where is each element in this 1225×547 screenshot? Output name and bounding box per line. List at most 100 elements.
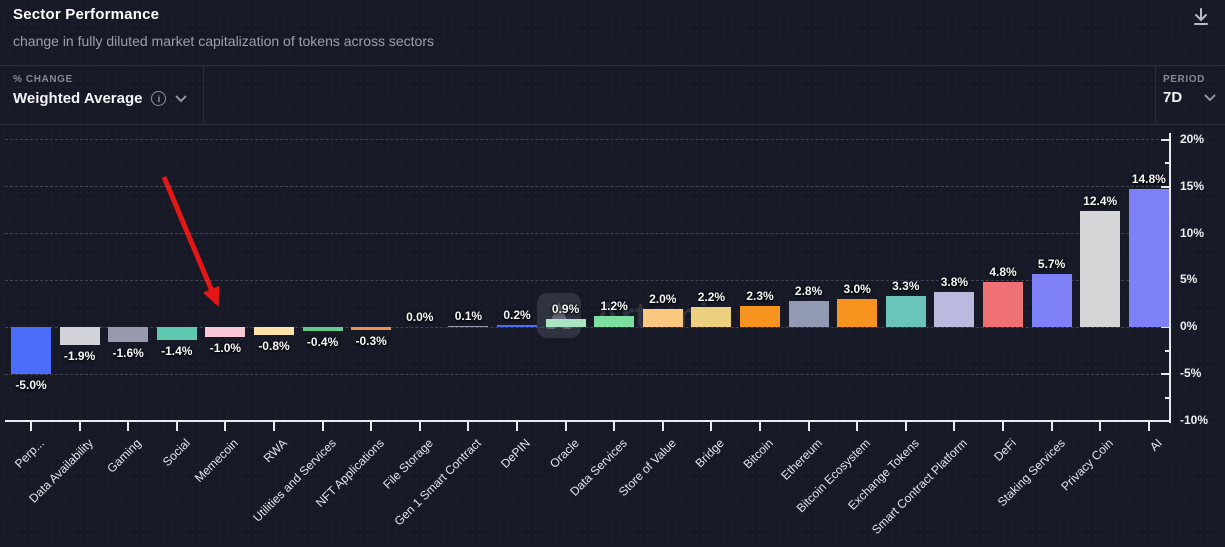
bar-value-label: 5.7% bbox=[1037, 256, 1066, 271]
x-axis-tick bbox=[904, 422, 907, 431]
bar-value-label: -1.6% bbox=[112, 346, 144, 361]
bar-bitcoin-ecosystem[interactable] bbox=[837, 299, 878, 328]
bar-nft-applications[interactable] bbox=[351, 327, 392, 331]
y-axis-tick-label: 10% bbox=[1180, 225, 1205, 240]
bar-value-label: -0.3% bbox=[355, 334, 387, 349]
x-axis-tick bbox=[175, 422, 178, 431]
chevron-down-icon bbox=[175, 95, 187, 103]
chevron-down-icon bbox=[1204, 94, 1216, 102]
bar-value-label: 0.9% bbox=[551, 301, 580, 316]
bar-value-label: 0.2% bbox=[503, 308, 531, 323]
bar-data-availability[interactable] bbox=[59, 327, 100, 346]
bar-value-label: 0.1% bbox=[454, 309, 483, 324]
divider bbox=[1155, 66, 1156, 124]
x-axis-tick bbox=[953, 422, 956, 431]
x-axis-tick bbox=[1050, 422, 1053, 431]
gridline bbox=[5, 233, 1169, 235]
x-axis-tick bbox=[1002, 422, 1004, 431]
y-axis-tick-label: 5% bbox=[1180, 272, 1198, 287]
x-axis-tick bbox=[856, 422, 859, 431]
y-axis-tick bbox=[1161, 373, 1170, 376]
gridline bbox=[5, 326, 1169, 328]
x-axis-tick bbox=[613, 422, 616, 431]
y-axis-tick bbox=[1161, 185, 1170, 188]
bar-gen-1-smart-contract[interactable] bbox=[448, 326, 489, 328]
y-axis-tick-label: 20% bbox=[1180, 131, 1205, 146]
x-axis-tick bbox=[273, 422, 275, 431]
bar-value-label: 3.0% bbox=[843, 282, 871, 297]
bar-value-label: -5.0% bbox=[15, 378, 47, 393]
x-axis-tick bbox=[1147, 422, 1150, 431]
x-axis-tick bbox=[418, 422, 421, 431]
y-axis-tick-label: -10% bbox=[1180, 412, 1209, 427]
gridline bbox=[5, 373, 1169, 375]
y-axis-line bbox=[1169, 133, 1171, 423]
bar-store-of-value[interactable] bbox=[642, 308, 683, 328]
bar-value-label: 2.0% bbox=[649, 291, 677, 306]
bar-value-label: 2.3% bbox=[746, 288, 774, 303]
y-axis-tick bbox=[1161, 138, 1170, 141]
metric-value: Weighted Average bbox=[13, 90, 143, 107]
bar-value-label: -0.4% bbox=[306, 335, 339, 350]
page-subtitle: change in fully diluted market capitaliz… bbox=[13, 33, 434, 49]
x-axis-tick bbox=[467, 422, 470, 431]
bar-rwa[interactable] bbox=[254, 327, 294, 335]
bar-smart-contract-platform[interactable] bbox=[934, 291, 975, 328]
bar-value-label: 14.8% bbox=[1131, 171, 1166, 186]
metric-selector[interactable]: % CHANGE Weighted Average i bbox=[13, 74, 187, 107]
bar-memecoin[interactable] bbox=[205, 327, 246, 337]
bar-value-label: -1.4% bbox=[161, 344, 193, 359]
bar-value-label: 12.4% bbox=[1083, 194, 1118, 209]
period-label: PERIOD bbox=[1163, 74, 1205, 85]
bar-privacy-coin[interactable] bbox=[1080, 211, 1121, 328]
bar-staking-services[interactable] bbox=[1031, 273, 1072, 328]
bar-social[interactable] bbox=[156, 327, 197, 341]
download-icon[interactable] bbox=[1189, 5, 1213, 29]
bar-ethereum[interactable] bbox=[788, 301, 829, 328]
bar-value-label: -1.9% bbox=[63, 349, 96, 364]
y-axis-minor-tick bbox=[1165, 396, 1170, 399]
page-title: Sector Performance bbox=[13, 6, 160, 23]
bar-perp[interactable] bbox=[11, 327, 51, 375]
bar-value-label: 2.2% bbox=[697, 289, 726, 304]
x-axis-tick bbox=[710, 422, 713, 431]
divider bbox=[203, 66, 204, 124]
x-axis-tick bbox=[321, 422, 324, 431]
bar-data-services[interactable] bbox=[594, 316, 635, 328]
bar-utilities-and-services[interactable] bbox=[302, 327, 343, 332]
metric-label: % CHANGE bbox=[13, 74, 73, 85]
bar-defi[interactable] bbox=[983, 282, 1023, 328]
period-selector[interactable]: PERIOD 7D bbox=[1163, 74, 1216, 106]
bar-value-label: 3.8% bbox=[940, 274, 969, 289]
bar-value-label: 4.8% bbox=[989, 265, 1017, 280]
x-axis-tick bbox=[30, 422, 32, 431]
bar-oracle[interactable] bbox=[545, 318, 586, 328]
x-axis-tick bbox=[516, 422, 518, 431]
chart-controls: % CHANGE Weighted Average i PERIOD 7D bbox=[0, 65, 1225, 125]
y-axis-tick bbox=[1161, 326, 1170, 329]
bar-value-label: -1.0% bbox=[209, 340, 242, 355]
x-axis-tick bbox=[78, 422, 81, 431]
x-axis-tick bbox=[224, 422, 227, 431]
info-icon[interactable]: i bbox=[151, 91, 167, 106]
bar-value-label: 0.0% bbox=[406, 310, 434, 325]
y-axis-minor-tick bbox=[1165, 349, 1170, 352]
bar-bridge[interactable] bbox=[691, 306, 732, 328]
bar-exchange-tokens[interactable] bbox=[885, 296, 926, 328]
x-axis-tick bbox=[807, 422, 810, 431]
bar-ai[interactable] bbox=[1128, 188, 1169, 328]
x-axis-line bbox=[5, 420, 1171, 422]
gridline bbox=[5, 279, 1169, 281]
gridline bbox=[5, 186, 1169, 188]
x-axis-tick bbox=[1099, 422, 1102, 431]
x-axis-tick bbox=[564, 422, 567, 431]
x-axis-tick bbox=[759, 422, 761, 431]
bar-gaming[interactable] bbox=[108, 327, 149, 343]
bar-value-label: 1.2% bbox=[600, 299, 628, 314]
bar-bitcoin[interactable] bbox=[740, 305, 780, 328]
y-axis-tick-label: 0% bbox=[1180, 319, 1198, 334]
y-axis-minor-tick bbox=[1165, 162, 1170, 165]
bar-depin[interactable] bbox=[497, 325, 537, 328]
